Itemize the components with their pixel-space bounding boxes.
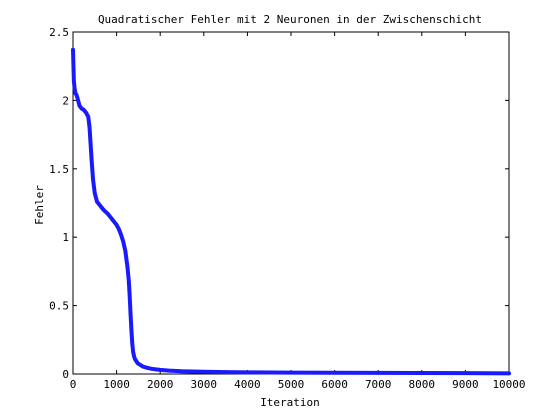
data-point <box>127 294 132 298</box>
data-point <box>507 371 511 376</box>
x-tick-label: 4000 <box>234 378 261 391</box>
data-point <box>332 370 337 375</box>
x-tick-label: 5000 <box>278 378 305 391</box>
y-tick-label: 1 <box>62 231 69 244</box>
data-point <box>127 279 131 283</box>
data-point <box>202 370 206 374</box>
data-point <box>140 364 145 369</box>
y-axis-ticks: 0 0.5 1 1.5 2 2.5 <box>49 26 509 381</box>
data-point <box>289 370 293 375</box>
data-point <box>71 47 75 52</box>
data-point <box>121 239 125 244</box>
x-tick-label: 3000 <box>191 378 218 391</box>
data-point <box>106 212 110 216</box>
data-point <box>420 371 424 375</box>
x-tick-label: 8000 <box>409 378 436 391</box>
x-axis-ticks: 0 1000 2000 3000 4000 5000 6000 7000 8000 9000 100… <box>70 32 526 391</box>
x-tick-label: 7000 <box>365 378 392 391</box>
data-point <box>86 115 91 119</box>
data-point <box>84 110 88 115</box>
data-point <box>88 139 93 144</box>
data-point <box>180 369 184 374</box>
data-point <box>128 312 133 316</box>
data-point <box>97 202 101 207</box>
data-point <box>123 249 128 253</box>
x-tick-label: 2000 <box>147 378 174 391</box>
data-point <box>245 370 250 375</box>
x-tick-label: 0 <box>70 378 77 391</box>
data-point <box>99 205 104 209</box>
data-point <box>149 367 154 371</box>
series-error <box>71 47 511 376</box>
data-point <box>129 328 134 333</box>
data-point <box>95 199 99 204</box>
data-point <box>89 160 94 164</box>
data-point <box>93 191 97 196</box>
data-point <box>167 368 171 373</box>
data-point <box>119 232 123 237</box>
y-tick-label: 2 <box>62 94 69 107</box>
y-axis-label: Fehler <box>33 185 46 225</box>
x-tick-label: 9000 <box>452 378 479 391</box>
data-point <box>72 87 77 92</box>
y-tick-label: 1.5 <box>49 163 69 176</box>
data-point <box>132 354 136 359</box>
data-point <box>463 371 468 375</box>
data-point <box>75 95 80 100</box>
data-point <box>110 217 115 222</box>
y-tick-label: 0 <box>62 368 69 381</box>
data-point <box>130 342 135 346</box>
data-point <box>131 350 135 354</box>
data-point <box>77 104 82 108</box>
data-point <box>74 93 79 97</box>
data-point <box>154 367 158 372</box>
data-point <box>116 227 121 231</box>
data-point <box>376 371 381 375</box>
data-point <box>101 208 106 212</box>
chart-title: Quadratischer Fehler mit 2 Neuronen in d… <box>98 13 482 26</box>
x-tick-label: 10000 <box>492 378 525 391</box>
data-point <box>125 265 130 270</box>
data-point <box>158 368 162 372</box>
data-point <box>72 79 76 84</box>
y-tick-label: 2.5 <box>49 26 69 39</box>
x-axis-label: Iteration <box>260 396 320 409</box>
plot-area <box>72 31 510 375</box>
y-tick-label: 0.5 <box>49 300 69 313</box>
data-point <box>145 366 149 370</box>
data-point <box>87 125 92 130</box>
x-tick-label: 1000 <box>103 378 130 391</box>
data-point <box>114 223 119 227</box>
data-point <box>223 370 228 374</box>
x-tick-label: 6000 <box>321 378 348 391</box>
data-point <box>82 108 86 112</box>
data-point <box>91 177 95 182</box>
